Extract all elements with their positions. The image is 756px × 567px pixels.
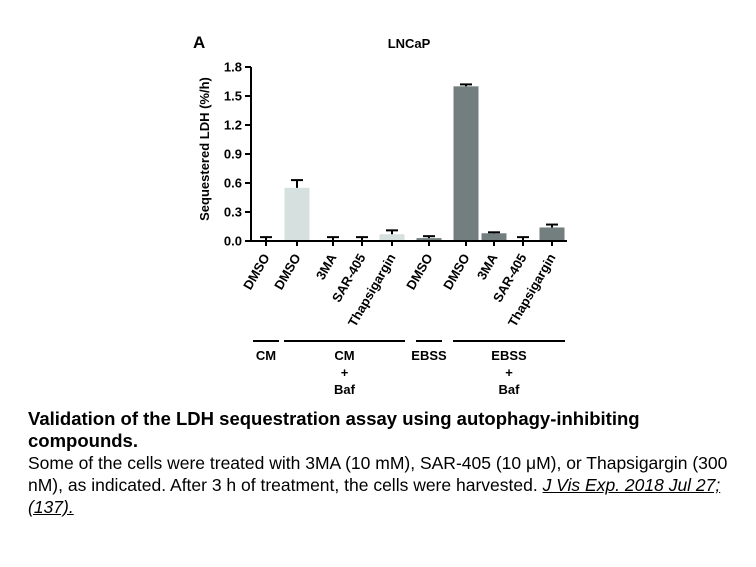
group-label: + [341, 365, 349, 380]
citation-link[interactable]: J Vis Exp. 2018 Jul 27;(137). [28, 475, 721, 517]
figure-caption: Validation of the LDH sequestration assa… [28, 408, 748, 518]
group-label: EBSS [411, 348, 447, 363]
bar-chart-figure: A LNCaP Sequestered LDH (%/h) 0.00.30.60… [193, 33, 567, 397]
caption-text: Some of the cells were treated with 3MA … [28, 453, 728, 495]
y-tick-label: 1.2 [224, 118, 242, 133]
panel-label: A [193, 33, 205, 52]
chart-title: LNCaP [388, 36, 431, 51]
bar [481, 233, 507, 241]
y-tick-label: 0.3 [224, 205, 242, 220]
y-tick-label: 1.8 [224, 60, 242, 75]
x-tick-label: 3MA [474, 250, 501, 282]
group-label: EBSS [491, 348, 527, 363]
bars [251, 83, 567, 242]
y-tick-label: 0.0 [224, 234, 242, 249]
caption-title: Validation of the LDH sequestration assa… [28, 408, 640, 451]
group-label: + [505, 365, 513, 380]
bar [379, 234, 405, 241]
group-label: Baf [334, 382, 356, 397]
bar [284, 187, 310, 241]
x-tick-label: DMSO [403, 251, 435, 292]
y-tick-label: 0.9 [224, 147, 242, 162]
x-tick-label: DMSO [440, 251, 472, 292]
y-axis-label: Sequestered LDH (%/h) [197, 77, 212, 221]
x-tick-label: DMSO [271, 251, 303, 292]
group-label: CM [334, 348, 354, 363]
group-label: CM [256, 348, 276, 363]
caption-body: Some of the cells were treated with 3MA … [28, 452, 748, 518]
y-axis-ticks: 0.0 0.3 0.6 0.9 1.2 1.5 1.8 [224, 60, 251, 249]
bar [453, 86, 479, 241]
group-annotations: CM CM + Baf EBSS EBSS + Baf [253, 340, 565, 397]
x-tick-label: DMSO [240, 251, 272, 292]
bar [416, 238, 442, 241]
bar [539, 227, 565, 241]
y-tick-label: 0.6 [224, 176, 242, 191]
group-label: Baf [499, 382, 521, 397]
x-tick-label: 3MA [313, 250, 340, 282]
y-tick-label: 1.5 [224, 89, 242, 104]
